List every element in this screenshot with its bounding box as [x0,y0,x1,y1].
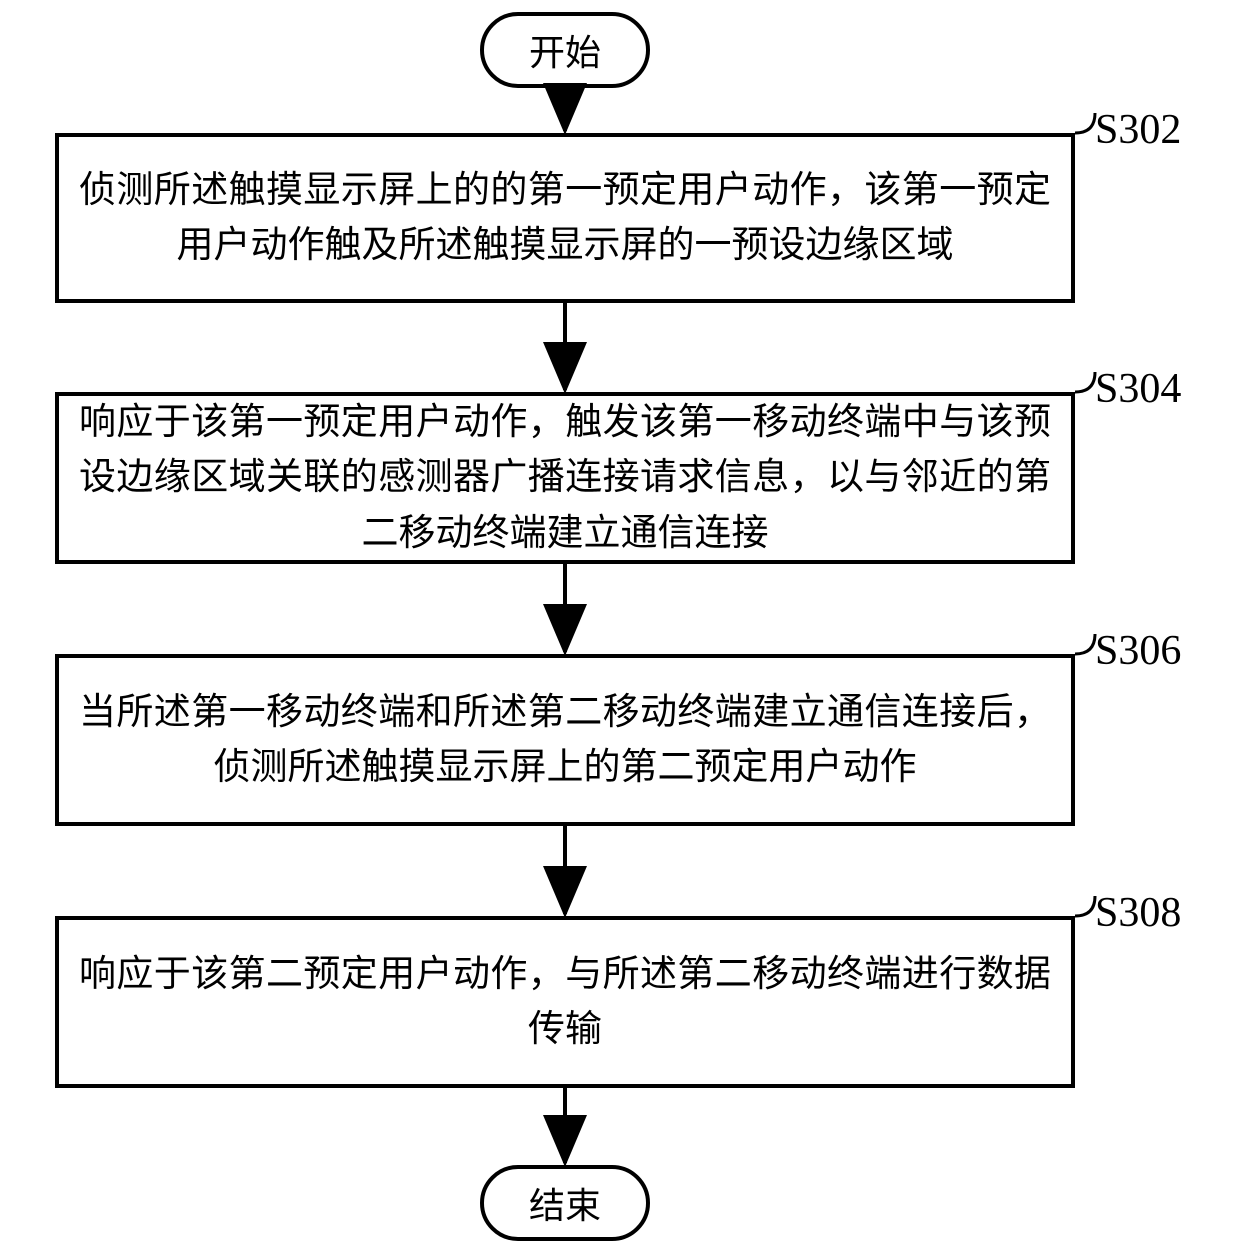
flowchart-canvas: 开始 侦测所述触摸显示屏上的的第一预定用户动作，该第一预定用户动作触及所述触摸显… [0,0,1240,1249]
arrow-1 [0,0,1240,1249]
